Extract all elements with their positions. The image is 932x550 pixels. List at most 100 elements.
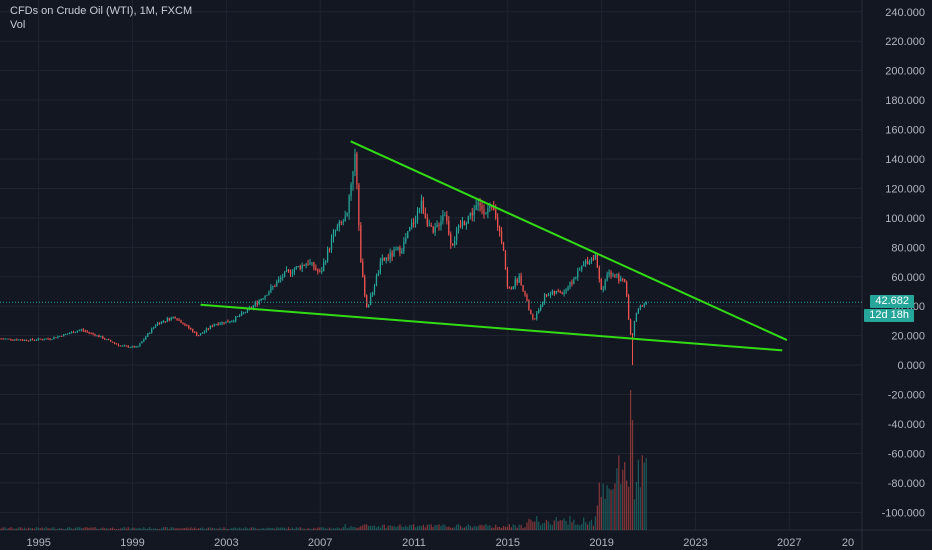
candle-body <box>196 332 198 336</box>
volume-bar <box>436 524 438 530</box>
volume-bar <box>297 527 299 530</box>
volume-bar <box>250 527 253 530</box>
volume-bar <box>489 525 491 530</box>
volume-bar <box>72 528 75 530</box>
candle-body <box>260 299 262 301</box>
volume-bar <box>127 527 129 530</box>
volume-bar <box>18 527 20 530</box>
volume-bar <box>272 527 274 530</box>
candle-body <box>113 342 116 344</box>
last-price-tag: 42.682 <box>870 295 914 309</box>
candle-body <box>637 308 640 313</box>
volume-bar <box>524 527 526 530</box>
candle-body <box>450 234 452 244</box>
volume-bar <box>385 527 387 530</box>
volume-bar <box>301 528 303 530</box>
candle-body <box>0 338 2 340</box>
candle-body <box>178 319 180 321</box>
candle-body <box>45 338 47 340</box>
candle-body <box>530 309 532 315</box>
volume-bar <box>86 527 88 530</box>
volume-bar <box>434 524 436 530</box>
volume-bar <box>432 526 434 530</box>
candle-body <box>70 332 73 334</box>
volume-bar <box>109 527 112 530</box>
volume-bar <box>188 528 190 530</box>
volume-bar <box>588 521 591 530</box>
volume-bar <box>184 527 186 530</box>
candle-body <box>2 338 4 340</box>
volume-bar <box>338 528 340 530</box>
candle-body <box>366 295 368 308</box>
volume-bar <box>172 527 174 530</box>
candle-body <box>94 334 96 336</box>
candle-body <box>235 316 237 321</box>
candle-body <box>125 345 127 347</box>
volume-bar <box>485 524 487 530</box>
candle-body <box>147 333 149 337</box>
candle-body <box>68 333 71 335</box>
volume-bar <box>383 524 385 530</box>
volume-bar <box>164 527 166 530</box>
volume-bar <box>307 528 309 530</box>
candle-body <box>176 318 178 320</box>
volume-bar <box>8 528 10 530</box>
candle-body <box>201 332 204 334</box>
volume-bar <box>549 524 552 530</box>
candle-body <box>360 225 362 262</box>
candle-body <box>209 325 211 329</box>
volume-bar <box>80 527 82 530</box>
candle-body <box>246 308 249 313</box>
volume-bar <box>326 528 329 530</box>
trendline-upper[interactable] <box>350 140 788 341</box>
volume-bar <box>610 489 612 530</box>
candle-body <box>626 282 628 296</box>
x-tick-label: 2011 <box>402 537 426 549</box>
candle-body <box>368 305 370 308</box>
volume-bar <box>612 489 614 530</box>
candle-body <box>8 338 10 340</box>
volume-bar <box>39 528 41 530</box>
volume-bar <box>166 527 168 530</box>
volume-bar <box>412 524 415 530</box>
candle-body <box>504 250 507 269</box>
candle-body <box>463 221 466 226</box>
volume-bar <box>416 526 419 530</box>
candle-body <box>620 279 622 282</box>
volume-bar <box>340 528 342 530</box>
volume-bar <box>428 524 430 530</box>
candle-body <box>16 339 18 341</box>
candle-body <box>538 310 540 313</box>
trendline-lower[interactable] <box>200 303 783 352</box>
volume-bar <box>242 528 245 530</box>
candle-body <box>645 302 647 305</box>
volume-bar <box>547 521 550 530</box>
candle-body <box>153 326 155 329</box>
candle-body <box>524 291 526 296</box>
candle-body <box>18 339 20 341</box>
candle-body <box>59 335 61 337</box>
candle-body <box>278 279 280 282</box>
volume-bar <box>602 483 604 530</box>
candle-body <box>237 316 239 318</box>
candle-body <box>203 331 206 333</box>
volume-bar <box>518 524 520 530</box>
candle-body <box>414 220 417 224</box>
volume-bar <box>145 528 147 530</box>
volume-bar <box>285 528 288 530</box>
candle-body <box>190 328 192 330</box>
volume-bar <box>209 527 211 530</box>
volume-bar <box>616 468 618 530</box>
volume-bar <box>283 527 286 530</box>
y-axis: 240.000 220.000 200.000 180.000 160.000 140.0… <box>882 7 925 520</box>
y-tick-label: 120.000 <box>885 183 925 195</box>
candle-body <box>442 215 444 222</box>
volume-bar <box>594 516 597 530</box>
volume-bar <box>583 517 585 530</box>
volume-bar <box>74 527 77 530</box>
candle-body <box>223 322 225 324</box>
volume-bar <box>260 528 262 530</box>
candle-body <box>561 292 563 294</box>
volume-bar <box>553 520 555 530</box>
